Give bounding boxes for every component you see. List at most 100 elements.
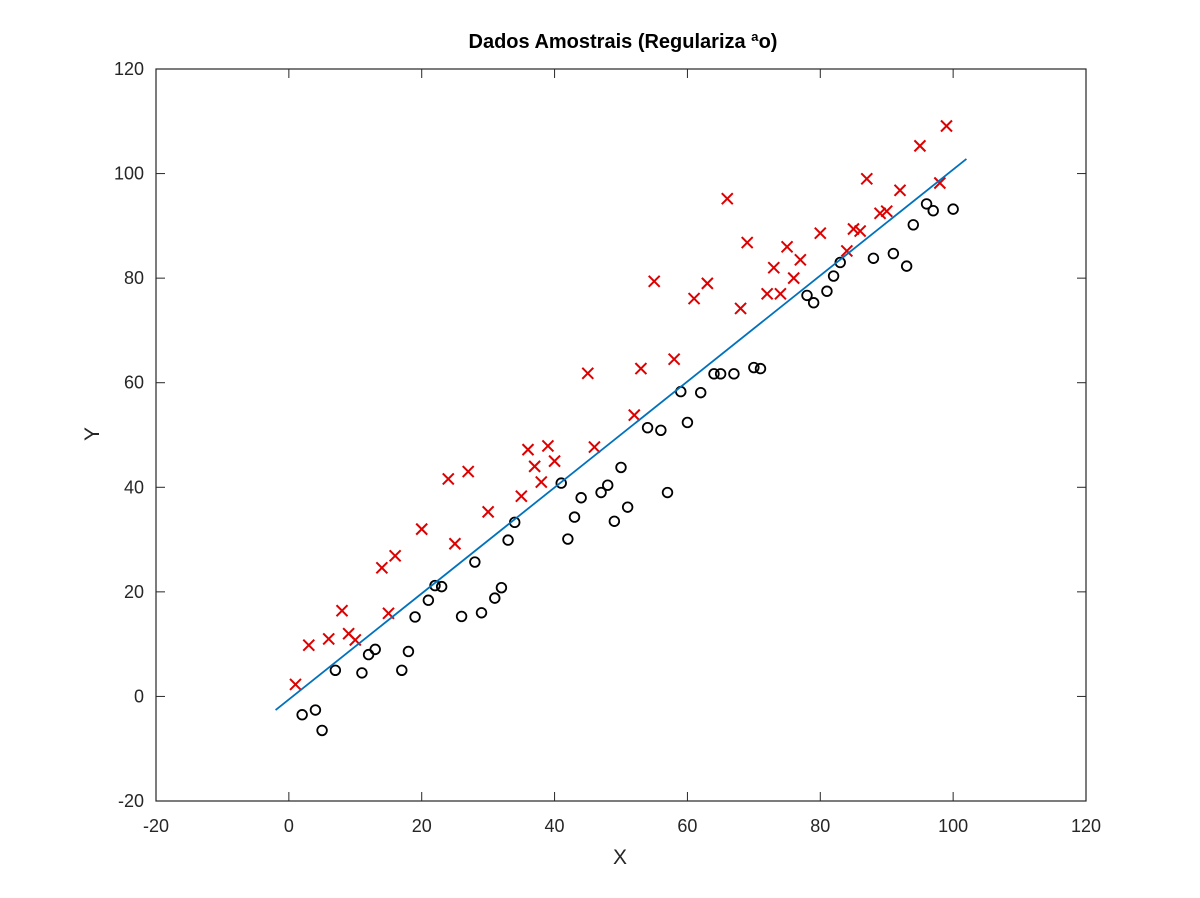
circle-marker: [316, 724, 328, 737]
x-axis-label: X: [613, 846, 627, 869]
y-axis-label: Y: [81, 427, 104, 441]
cross-marker: [515, 489, 528, 503]
x-tick-label: -20: [143, 816, 169, 836]
cross-marker: [648, 275, 661, 288]
y-tick-label: 40: [124, 477, 144, 497]
cross-marker: [787, 271, 800, 285]
circle-marker: [329, 664, 342, 676]
cross-marker: [628, 408, 641, 422]
circle-marker: [396, 664, 408, 676]
cross-marker: [667, 352, 681, 366]
circle-marker: [309, 704, 322, 716]
circle-marker: [369, 643, 381, 656]
circle-marker: [675, 385, 687, 398]
cross-marker: [581, 367, 594, 380]
circle-marker: [827, 270, 840, 282]
cross-marker: [721, 192, 734, 205]
circle-marker: [887, 247, 900, 260]
cross-marker: [774, 287, 787, 301]
circle-marker: [728, 368, 740, 380]
plot-area: [155, 68, 1087, 802]
cross-marker: [322, 632, 335, 646]
axis-ticks: -20 0 20 40 60 80 100 120 -20 0 20 40 60 80 100 120: [114, 59, 1101, 836]
cross-marker: [734, 302, 747, 315]
regression-line: [275, 158, 967, 711]
cross-marker: [634, 362, 648, 375]
chart-title: Dados Amostrais (Regulariza ªo): [469, 31, 778, 53]
cross-marker: [462, 465, 475, 478]
cross-marker: [893, 184, 907, 197]
cross-marker: [933, 176, 947, 190]
cross-marker: [289, 678, 302, 691]
cross-marker: [940, 119, 953, 133]
cross-marker: [548, 454, 561, 468]
cross-marker: [481, 505, 495, 519]
circle-marker: [821, 285, 833, 297]
circle-marker: [708, 368, 720, 380]
circle-marker: [489, 592, 501, 604]
circle-marker: [661, 486, 674, 499]
cross-marker: [853, 224, 867, 238]
x-tick-label: 40: [545, 816, 565, 836]
y-tick-label: 0: [134, 686, 144, 706]
cross-marker: [767, 261, 780, 274]
circle-marker: [754, 362, 767, 375]
cross-marker: [528, 460, 541, 473]
cross-marker: [840, 244, 854, 258]
cross-marker: [741, 236, 754, 249]
circle-marker: [562, 533, 574, 545]
cross-marker: [415, 522, 428, 536]
cross-marker: [442, 472, 455, 486]
circle-marker: [502, 534, 514, 546]
circle-marker: [655, 424, 667, 436]
circle-marker: [356, 667, 368, 679]
cross-marker: [335, 604, 349, 617]
x-tick-label: 80: [810, 816, 830, 836]
cross-marker: [388, 549, 402, 562]
cross-marker: [687, 292, 701, 305]
circle-marker: [435, 580, 448, 593]
circle-marker: [495, 581, 508, 594]
circle-marker: [695, 386, 707, 399]
circle-marker: [568, 511, 581, 523]
cross-marker: [302, 638, 315, 652]
x-tick-label: 0: [284, 816, 294, 836]
y-tick-label: 100: [114, 164, 144, 184]
y-tick-label: 20: [124, 582, 144, 602]
x-tick-label: 100: [938, 816, 968, 836]
circle-marker: [296, 709, 308, 721]
circle-marker: [641, 421, 654, 434]
cross-marker: [860, 172, 873, 186]
circle-marker: [920, 198, 933, 210]
y-tick-label: 60: [124, 373, 144, 393]
cross-marker: [521, 443, 535, 456]
circle-marker: [409, 611, 421, 623]
x-tick-label: 20: [412, 816, 432, 836]
cross-marker: [794, 253, 807, 267]
circle-marker: [455, 610, 468, 623]
y-tick-label: 120: [114, 59, 144, 79]
circle-marker: [947, 203, 959, 215]
x-tick-label: 120: [1071, 816, 1101, 836]
cross-marker: [760, 287, 774, 301]
cross-marker: [375, 561, 389, 575]
circle-marker: [362, 648, 375, 661]
cross-marker: [588, 440, 601, 454]
circle-marker: [469, 556, 481, 568]
circle-marker: [595, 486, 607, 499]
circle-marker: [807, 297, 820, 309]
circle-marker: [927, 204, 939, 217]
circle-marker: [621, 501, 634, 513]
circle-marker: [907, 219, 919, 231]
circle-marker: [475, 607, 488, 619]
circle-marker: [602, 479, 614, 491]
cross-marker: [701, 277, 714, 290]
circle-marker: [801, 289, 813, 302]
cross-marker: [880, 205, 893, 218]
circle-marker: [867, 252, 880, 264]
circle-marker: [555, 477, 567, 489]
cross-marker: [814, 226, 827, 240]
y-tick-label: -20: [118, 791, 144, 811]
y-tick-label: 80: [124, 268, 144, 288]
